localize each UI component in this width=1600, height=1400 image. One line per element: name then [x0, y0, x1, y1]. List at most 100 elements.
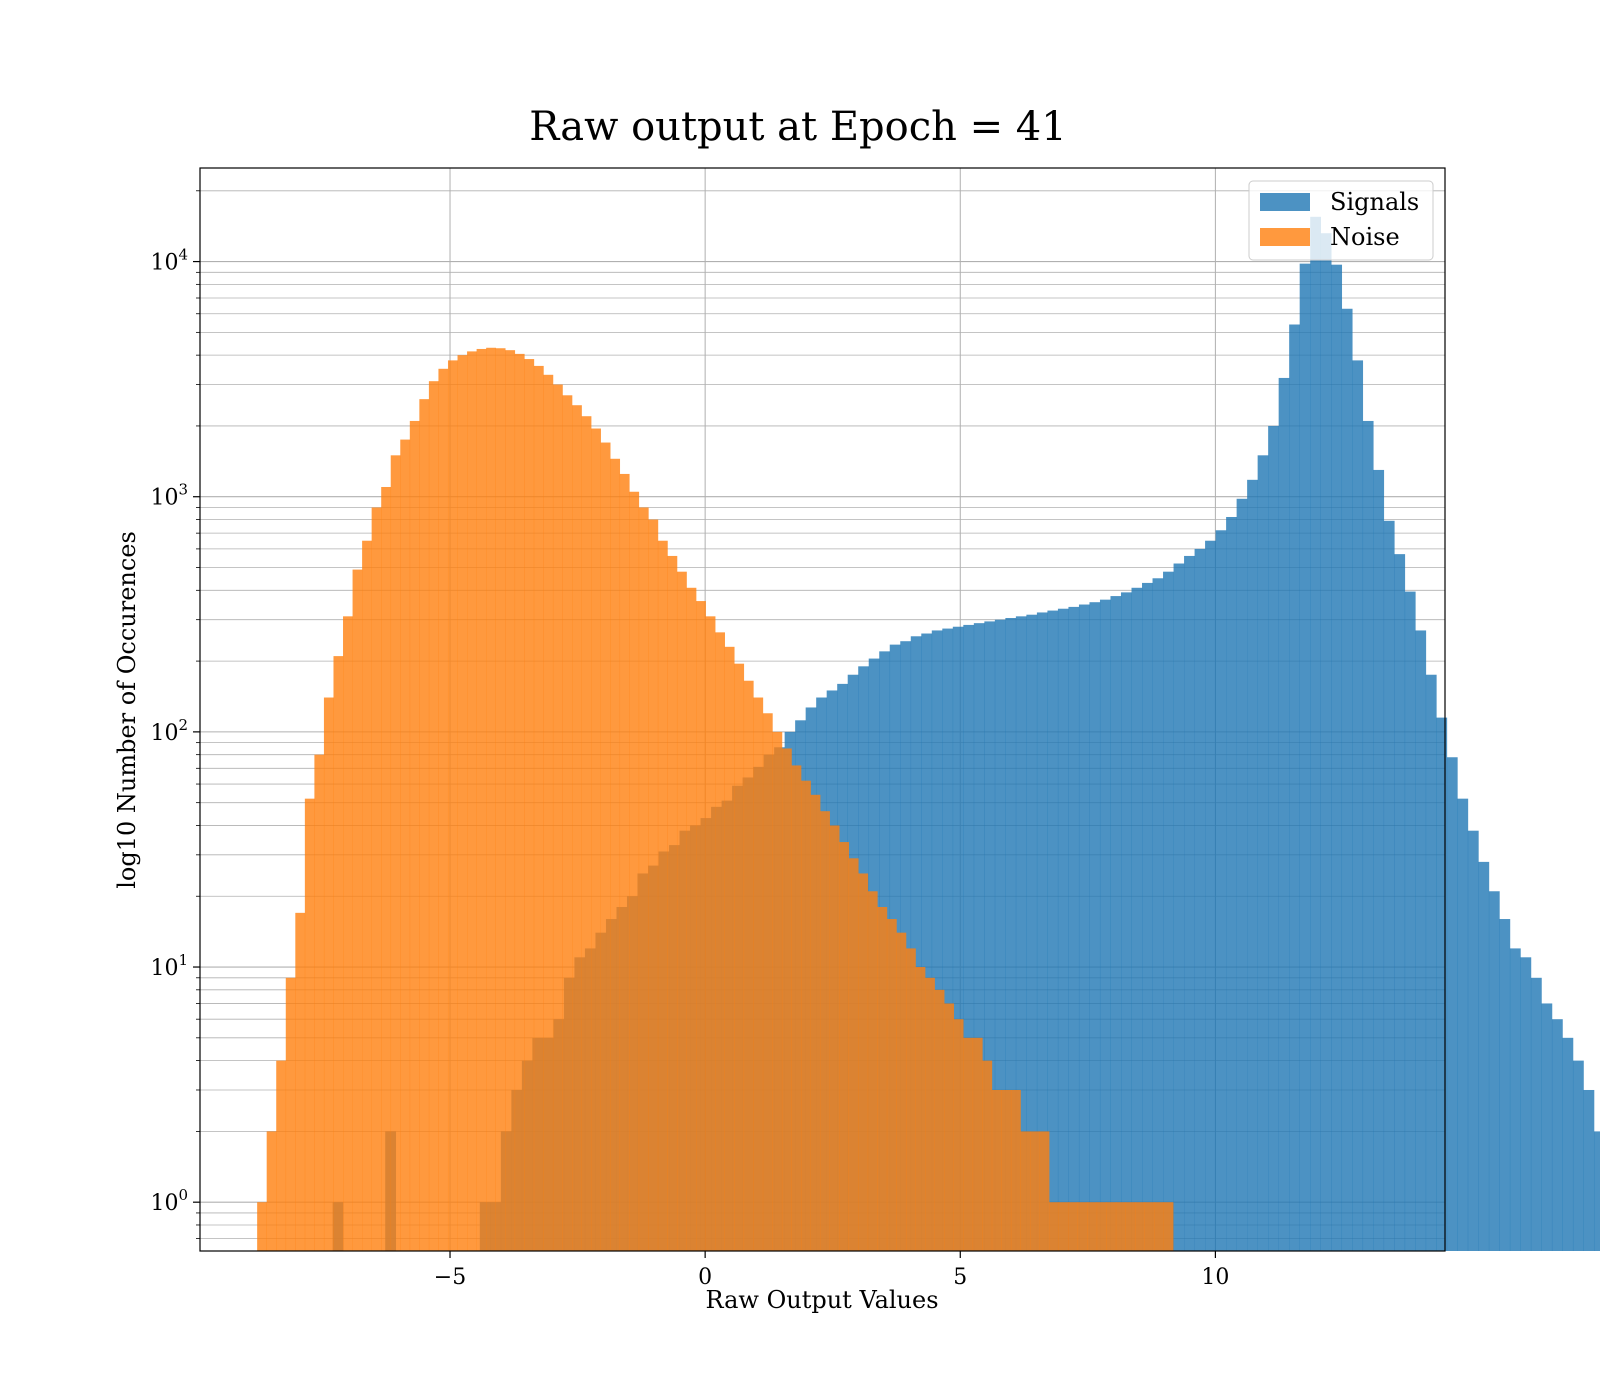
histogram-bar [533, 365, 544, 1252]
histogram-bar [591, 428, 601, 1251]
histogram-bar [1278, 377, 1290, 1251]
histogram-bar [1352, 360, 1364, 1252]
x-tick-label: 10 [1201, 1265, 1229, 1290]
histogram-bar [921, 633, 933, 1251]
histogram-bar [991, 1089, 1002, 1251]
histogram-bar [1320, 233, 1332, 1251]
histogram-bar [1058, 1202, 1069, 1251]
histogram-bar [1110, 596, 1122, 1251]
histogram-bar [953, 1019, 964, 1251]
histogram-bar [381, 486, 392, 1252]
histogram-bar [514, 353, 525, 1252]
legend-label-noise: Noise [1330, 223, 1400, 251]
legend: Signals Noise [1248, 180, 1434, 261]
histogram-bar [676, 571, 687, 1251]
histogram-bar [1039, 1131, 1050, 1251]
histogram-bar [323, 697, 334, 1251]
histogram-bar [973, 623, 985, 1251]
y-tick-label: 102 [150, 716, 188, 746]
histogram-bar [1499, 919, 1511, 1251]
histogram-bar [1310, 216, 1322, 1251]
histogram-bar [944, 1003, 954, 1251]
histogram-bar [1520, 957, 1532, 1251]
histogram-bar [1163, 571, 1174, 1251]
histogram-bar [715, 632, 725, 1251]
histogram-bar [1087, 1202, 1098, 1251]
histogram-bar [1163, 1202, 1174, 1251]
histogram-bar [285, 977, 296, 1251]
histogram-bar [1467, 830, 1479, 1251]
histogram-bar [829, 825, 840, 1251]
histogram-bar [1383, 520, 1395, 1251]
y-tick-label: 104 [150, 246, 188, 276]
histogram-bar [801, 780, 811, 1251]
axis-ticks: −5 0 5 10 100 101 102 103 104 [150, 190, 1229, 1290]
histogram-bar [896, 932, 907, 1251]
x-tick-label: 0 [698, 1265, 712, 1290]
histogram-bar [1226, 516, 1237, 1251]
histogram-bar [1394, 554, 1406, 1251]
histogram-bar [457, 355, 468, 1251]
histogram-bar [1173, 563, 1185, 1251]
histogram-bar [1036, 612, 1048, 1251]
histogram-bar [910, 636, 922, 1251]
histogram-bar [1057, 608, 1069, 1251]
histogram-bar [400, 439, 411, 1251]
histogram-bar [925, 977, 935, 1251]
histogram-bar [858, 873, 869, 1251]
histogram-bar [982, 1060, 993, 1251]
histogram-bar [1425, 674, 1437, 1251]
histogram-bar [1205, 540, 1216, 1251]
histogram-bar [1299, 263, 1311, 1251]
histogram-bar [1144, 1202, 1155, 1251]
histogram-bar [1373, 469, 1385, 1251]
histogram-bar [1404, 591, 1416, 1251]
histogram-bar [1268, 425, 1279, 1251]
histogram-bar [1289, 324, 1300, 1251]
histogram-bar [1077, 1202, 1088, 1251]
histogram-bar [1247, 479, 1258, 1251]
histogram-bar [1026, 614, 1038, 1251]
histogram-bar [1030, 1131, 1040, 1251]
histogram-bar [1120, 592, 1132, 1251]
legend-label-signals: Signals [1330, 188, 1419, 216]
histogram-bar [619, 473, 630, 1251]
histogram-bar [1089, 602, 1101, 1251]
histogram-bar [419, 399, 430, 1251]
histogram-bar [915, 967, 926, 1251]
y-tick-label: 100 [150, 1186, 188, 1216]
histogram-bar [810, 794, 821, 1251]
histogram-bar [572, 405, 582, 1251]
histogram-bar [486, 347, 496, 1251]
histogram-bar [791, 765, 802, 1251]
histogram-bar [304, 798, 315, 1251]
histogram-bar [362, 540, 372, 1251]
histogram-bar [562, 395, 573, 1251]
histogram-bar [1257, 455, 1269, 1251]
y-tick-label: 103 [150, 481, 188, 511]
histogram-bar [600, 442, 611, 1251]
histogram-bar [942, 628, 954, 1251]
histogram-bar [1572, 1060, 1584, 1251]
histogram-bar [524, 359, 535, 1252]
histogram-bar [963, 624, 975, 1251]
histogram-bar [1446, 757, 1458, 1251]
histogram-bar [543, 374, 554, 1251]
histogram-bar [1551, 1019, 1563, 1251]
histogram-bar [743, 680, 754, 1251]
histogram-bar [905, 948, 916, 1251]
histogram-bar [848, 858, 859, 1251]
histogram-bar [1154, 1202, 1164, 1251]
histogram-bar [1457, 798, 1469, 1251]
histogram-bar [1583, 1089, 1595, 1251]
histogram-bar [963, 1037, 974, 1251]
histogram-bar [276, 1060, 287, 1251]
histogram-bar [438, 368, 449, 1252]
histogram-bar [1001, 1089, 1012, 1251]
histogram-bar [295, 912, 306, 1251]
histogram-bar [629, 491, 640, 1251]
histogram-bar [1134, 1202, 1145, 1251]
x-axis-label: Raw Output Values [705, 1286, 938, 1314]
histogram-bar [648, 519, 659, 1251]
histogram-bar [1593, 1131, 1600, 1251]
